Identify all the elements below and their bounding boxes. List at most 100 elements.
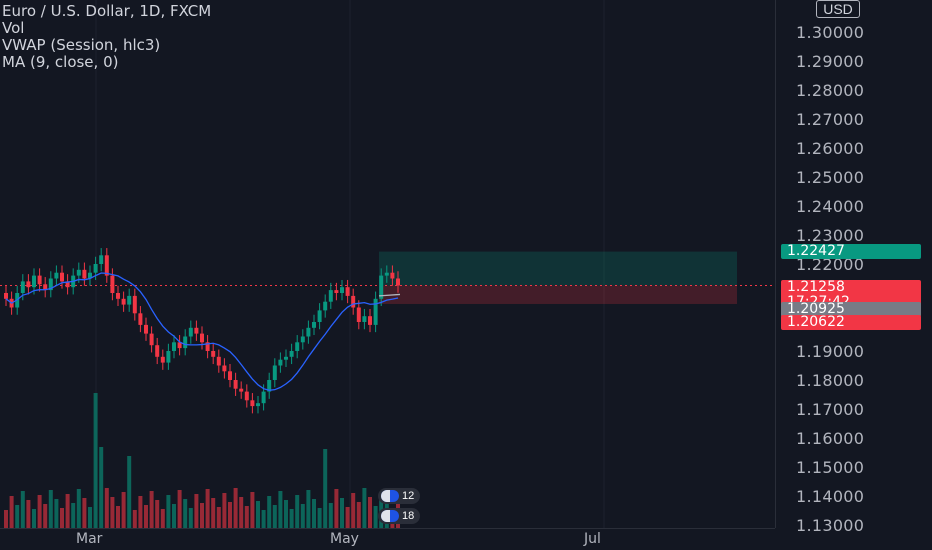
candle-body xyxy=(239,388,244,392)
volume-bar xyxy=(312,499,316,528)
volume-bar xyxy=(188,508,193,528)
candle-body xyxy=(48,278,53,291)
price-tick-label: 1.27000 xyxy=(796,110,865,129)
volume-bar xyxy=(244,506,249,528)
candle-body xyxy=(211,351,216,357)
volume-bar xyxy=(60,508,64,528)
candle-body xyxy=(138,313,143,325)
price-chart[interactable] xyxy=(0,0,775,528)
candle-body xyxy=(4,293,8,299)
symbol-title[interactable]: Euro / U.S. Dollar, 1D, FXCM xyxy=(2,2,212,20)
volume-bar xyxy=(99,447,104,528)
price-tick-label: 1.16000 xyxy=(796,429,865,448)
candle-body xyxy=(351,295,356,308)
time-label-mar: Mar xyxy=(76,531,103,547)
volume-bar xyxy=(71,503,76,528)
candle-body xyxy=(177,342,182,349)
candle-body xyxy=(345,287,350,296)
volume-bar xyxy=(340,498,344,528)
candle-body xyxy=(368,316,372,325)
us-flag-icon xyxy=(381,490,399,502)
candle-body xyxy=(222,365,227,372)
candle-body xyxy=(328,290,333,302)
candle-body xyxy=(272,365,277,380)
price-tick-label: 1.15000 xyxy=(796,458,865,477)
candle-body xyxy=(60,272,64,282)
candle-body xyxy=(379,275,384,299)
candle-body xyxy=(88,272,92,279)
take-profit-zone[interactable] xyxy=(379,251,737,286)
volume-bar xyxy=(166,495,171,528)
candle-body xyxy=(373,298,378,325)
vwap-indicator-label[interactable]: VWAP (Session, hlc3) xyxy=(2,36,161,54)
candle-body xyxy=(121,298,126,305)
candle-body xyxy=(104,255,109,276)
volume-bar xyxy=(239,497,244,528)
currency-selector[interactable]: USD xyxy=(816,0,860,18)
candle-body xyxy=(300,336,305,343)
volume-bar xyxy=(328,503,333,528)
stop-loss-zone[interactable] xyxy=(379,285,737,304)
chart-pane[interactable]: Euro / U.S. Dollar, 1D, FXCM Vol VWAP (S… xyxy=(0,0,775,528)
ma-indicator-label[interactable]: MA (9, close, 0) xyxy=(2,53,119,71)
candle-body xyxy=(188,327,193,337)
price-tick-label: 1.26000 xyxy=(796,139,865,158)
candle-body xyxy=(334,290,339,293)
volume-bar xyxy=(88,507,92,528)
candle-body xyxy=(26,281,31,288)
volume-bar xyxy=(155,500,160,528)
candle-body xyxy=(205,342,210,351)
volume-bar xyxy=(32,509,36,528)
volume-indicator-label[interactable]: Vol xyxy=(2,19,25,37)
price-tick-label: 1.18000 xyxy=(796,371,865,390)
candle-body xyxy=(233,380,238,389)
volume-bar xyxy=(306,490,311,528)
take-profit-price-tag: 1.22427 xyxy=(781,244,921,259)
price-tick-label: 1.19000 xyxy=(796,342,865,361)
volume-bar xyxy=(211,498,216,528)
volume-bar xyxy=(160,509,165,528)
candle-body xyxy=(278,359,283,366)
volume-bar xyxy=(356,502,361,528)
price-tick-label: 1.24000 xyxy=(796,197,865,216)
candle-body xyxy=(20,281,25,293)
candle-body xyxy=(323,301,328,311)
volume-bar xyxy=(194,494,199,528)
volume-bar xyxy=(9,496,14,528)
price-tick-label: 1.22000 xyxy=(796,255,865,274)
volume-bar xyxy=(110,497,115,528)
candle-body xyxy=(340,287,344,293)
candle-body xyxy=(256,403,260,407)
volume-bar xyxy=(76,489,81,528)
candle-body xyxy=(149,333,154,346)
volume-bar xyxy=(228,502,232,528)
candle-body xyxy=(82,269,87,279)
time-axis[interactable]: Mar May Jul xyxy=(0,528,775,550)
vwap-line xyxy=(378,293,401,297)
volume-bar xyxy=(116,506,120,528)
volume-bar xyxy=(4,510,8,528)
earnings-event-badge[interactable]: 12 xyxy=(378,488,421,504)
volume-bar xyxy=(177,490,182,528)
candle-body xyxy=(194,327,199,334)
candle-body xyxy=(200,333,204,343)
event-count: 18 xyxy=(402,510,415,522)
price-tick-label: 1.23000 xyxy=(796,226,865,245)
candle-body xyxy=(250,400,255,407)
volume-bar xyxy=(200,503,204,528)
candle-body xyxy=(384,272,389,276)
volume-bar xyxy=(256,501,260,528)
volume-bar xyxy=(82,498,87,528)
price-axis[interactable]: USD 1.30000 1.29000 1.28000 1.27000 1.26000 1… xyxy=(775,0,932,535)
volume-bar xyxy=(233,488,238,528)
vwap-price-tag: 1.20925 xyxy=(781,302,921,317)
candle-body xyxy=(99,255,104,264)
volume-bar xyxy=(26,500,31,528)
candle-body xyxy=(362,316,367,322)
economic-event-badge[interactable]: 18 xyxy=(378,508,421,524)
volume-bar xyxy=(368,497,372,528)
volume-bar xyxy=(104,488,109,528)
candle-body xyxy=(244,391,249,401)
price-tick-label: 1.25000 xyxy=(796,168,865,187)
volume-bar xyxy=(216,507,221,528)
